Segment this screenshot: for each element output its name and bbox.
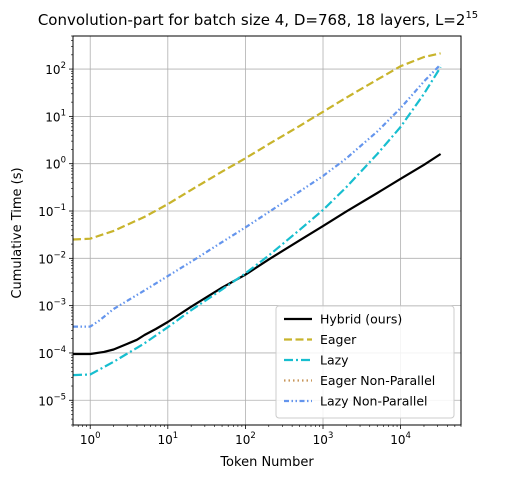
series-line-lazy — [73, 66, 442, 377]
legend: Hybrid (ours) Eager Lazy Eager Non-Parallel… — [275, 305, 455, 419]
series-line-lazy-non-parallel — [73, 63, 442, 328]
legend-label: Hybrid (ours) — [320, 312, 402, 327]
y-tick-label: 10−2 — [38, 250, 66, 266]
legend-label: Eager — [320, 332, 357, 347]
x-tick-label: 102 — [235, 431, 256, 447]
y-tick-label: 100 — [45, 156, 66, 172]
legend-box — [275, 305, 455, 419]
legend-label: Lazy — [320, 353, 349, 368]
legend-label: Eager Non-Parallel — [320, 373, 435, 388]
series-line-eager — [73, 52, 441, 241]
y-tick-label: 10−3 — [38, 298, 66, 314]
y-tick-label: 102 — [45, 61, 66, 77]
y-tick-label: 10−1 — [38, 203, 66, 219]
y-tick-label: 10−4 — [38, 345, 66, 361]
chart-title-superscript: 15 — [465, 10, 478, 21]
x-tick-label: 100 — [80, 431, 101, 447]
x-tick-label: 103 — [313, 431, 334, 447]
y-axis-label: Cumulative Time (s) — [10, 167, 25, 298]
x-axis-label: Token Number — [219, 455, 314, 470]
x-tick-label: 101 — [157, 431, 178, 447]
plot-area-frame — [72, 35, 462, 426]
y-tick-label: 10−5 — [38, 392, 66, 408]
y-tick-label: 101 — [45, 108, 66, 124]
x-tick-label: 104 — [390, 431, 411, 447]
legend-label: Lazy Non-Parallel — [320, 394, 428, 409]
grid-lines — [73, 36, 461, 425]
axis-ticks: 100 101 102 103 104 10−5 10−4 10−3 10−2 10−1 100 10… — [38, 35, 462, 447]
chart-title: Convolution-part for batch size 4, D=768… — [38, 10, 478, 29]
series-layer — [73, 52, 442, 377]
series-line-hybrid-ours — [73, 153, 442, 356]
